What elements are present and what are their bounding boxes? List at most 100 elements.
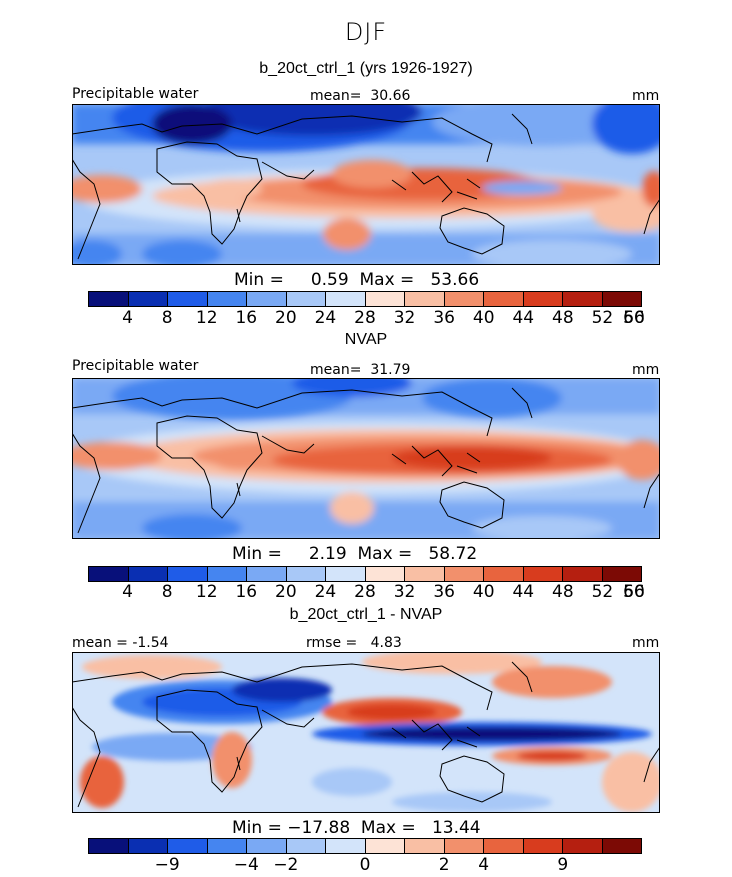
colorbar-swatch — [405, 292, 445, 306]
panel1-minmax: Min = 0.59 Max = 53.66 — [234, 270, 480, 290]
colorbar-swatch — [563, 567, 603, 581]
colorbar-tick-label: 2 — [438, 855, 450, 875]
colorbar-tick-label: 16 — [235, 308, 258, 328]
colorbar-tick-label: 44 — [512, 308, 535, 328]
panel3-units-label: mm — [632, 635, 660, 651]
panel3-title: b_20ct_ctrl_1 - NVAP — [289, 606, 443, 623]
colorbar-swatch — [168, 839, 208, 853]
colorbar-swatch — [602, 567, 641, 581]
colorbar-swatch — [247, 567, 287, 581]
colorbar-tick-label: 40 — [472, 582, 495, 602]
panel2-minmax: Min = 2.19 Max = 58.72 — [232, 544, 478, 564]
colorbar-tick-label: 12 — [195, 582, 218, 602]
colorbar-tick-label: 48 — [552, 582, 574, 602]
colorbar-tick-label: 9 — [557, 855, 569, 875]
colorbar-tick-label: 28 — [354, 582, 376, 602]
panel3-colorbar-ticks: −9 −4 −2 0 2 4 9 — [88, 855, 642, 875]
panel1-variable-label: Precipitable water — [72, 86, 199, 102]
panel1-mean-label: mean= 30.66 — [310, 88, 411, 104]
colorbar-swatch — [444, 839, 484, 853]
colorbar-swatch — [89, 292, 129, 306]
colorbar-swatch — [326, 567, 366, 581]
colorbar-swatch — [326, 292, 366, 306]
colorbar-tick-label: 4 — [122, 308, 133, 328]
colorbar-swatch — [128, 567, 168, 581]
panel2-colorbar-ticks: 4 8 12 16 20 24 28 32 36 40 44 48 52 56 60 — [88, 582, 645, 602]
colorbar-tick-label: 16 — [235, 582, 258, 602]
colorbar-swatch — [286, 292, 326, 306]
colorbar-swatch — [365, 839, 405, 853]
colorbar-swatch — [563, 839, 603, 853]
panel1-title: b_20ct_ctrl_1 (yrs 1926-1927) — [259, 60, 473, 77]
colorbar-tick-label: 52 — [591, 308, 614, 328]
colorbar-tick-label: −9 — [154, 855, 180, 875]
panel2-map-field — [72, 378, 660, 539]
panel2-map — [72, 378, 660, 539]
panel1-units-label: mm — [632, 88, 660, 104]
panel1-map — [72, 104, 660, 265]
colorbar-swatch — [523, 567, 563, 581]
panel3-rmse-label: rmse = 4.83 — [306, 635, 402, 651]
colorbar-tick-label: 36 — [433, 308, 455, 328]
colorbar-swatch — [523, 839, 563, 853]
colorbar-swatch — [247, 292, 287, 306]
colorbar-tick-label: 60 — [623, 308, 645, 328]
colorbar-tick-label: 28 — [354, 308, 376, 328]
colorbar-swatch — [128, 839, 168, 853]
colorbar-tick-label: 4 — [122, 582, 133, 602]
colorbar-swatch — [168, 567, 208, 581]
colorbar-tick-label: 24 — [314, 582, 337, 602]
panel2-title: NVAP — [344, 331, 388, 348]
colorbar-swatch — [484, 292, 524, 306]
colorbar-tick-label: 40 — [472, 308, 495, 328]
panel3-minmax: Min = −17.88 Max = 13.44 — [232, 818, 481, 838]
colorbar-tick-label: 60 — [623, 582, 645, 602]
colorbar-tick-label: 0 — [359, 855, 371, 875]
colorbar-tick-label: 24 — [314, 308, 337, 328]
panel2-variable-label: Precipitable water — [72, 358, 199, 374]
colorbar-tick-label: 32 — [393, 582, 416, 602]
colorbar-swatch — [405, 567, 445, 581]
colorbar-swatch — [247, 839, 287, 853]
colorbar-swatch — [326, 839, 366, 853]
colorbar-tick-label: 36 — [433, 582, 455, 602]
panel1-colorbar-ticks: 4 8 12 16 20 24 28 32 36 40 44 48 52 56 60 — [88, 308, 645, 328]
panel3-mean-label: mean = -1.54 — [72, 635, 169, 651]
colorbar-swatch — [602, 292, 641, 306]
colorbar-tick-label: 4 — [478, 855, 490, 875]
colorbar-swatch — [484, 839, 524, 853]
colorbar-tick-label: 52 — [591, 582, 614, 602]
panel2-units-label: mm — [632, 362, 660, 378]
colorbar-tick-label: 56 — [623, 308, 645, 328]
colorbar-swatch — [602, 839, 641, 853]
colorbar-swatch — [286, 567, 326, 581]
panel3-map-field — [72, 652, 660, 813]
colorbar-swatch — [484, 567, 524, 581]
season-title: DJF — [344, 18, 388, 46]
colorbar-swatch — [207, 292, 247, 306]
panel1-map-field — [72, 104, 660, 265]
colorbar-tick-label: 56 — [623, 582, 645, 602]
colorbar-swatch — [563, 292, 603, 306]
colorbar-tick-label: 12 — [195, 308, 218, 328]
panel3-map — [72, 652, 660, 813]
panel2-colorbar — [88, 566, 642, 582]
colorbar-swatch — [444, 567, 484, 581]
colorbar-tick-label: 32 — [393, 308, 416, 328]
colorbar-tick-label: 20 — [275, 582, 297, 602]
colorbar-swatch — [89, 567, 129, 581]
colorbar-tick-label: 48 — [552, 308, 574, 328]
colorbar-swatch — [405, 839, 445, 853]
colorbar-swatch — [207, 839, 247, 853]
colorbar-swatch — [523, 292, 563, 306]
colorbar-tick-label: 44 — [512, 582, 535, 602]
colorbar-tick-label: −2 — [273, 855, 299, 875]
colorbar-swatch — [128, 292, 168, 306]
panel2-mean-label: mean= 31.79 — [310, 362, 411, 378]
colorbar-swatch — [365, 292, 405, 306]
panel1-colorbar — [88, 291, 642, 307]
panel3-colorbar — [88, 838, 642, 854]
colorbar-swatch — [168, 292, 208, 306]
colorbar-tick-label: 8 — [161, 308, 173, 328]
colorbar-swatch — [444, 292, 484, 306]
